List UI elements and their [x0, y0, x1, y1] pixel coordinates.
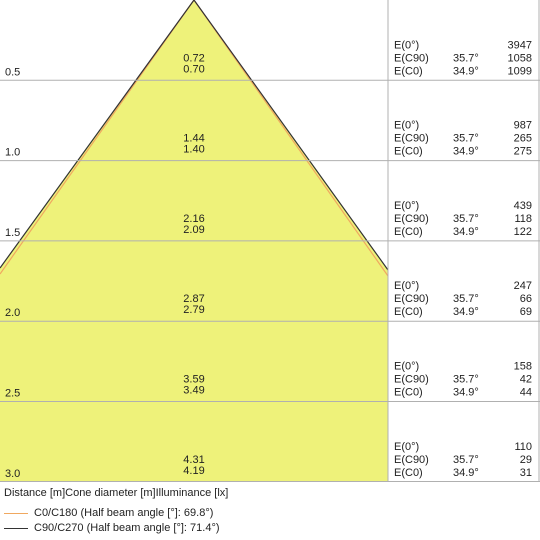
- illuminance-ec0-angle: 34.9°: [453, 387, 479, 399]
- illuminance-e0-value: 110: [514, 441, 532, 453]
- cone-diameter-c90: 3.49: [183, 385, 204, 397]
- axis-caption: Distance [m]Cone diameter [m]Illuminance…: [4, 487, 229, 499]
- illuminance-ec90-angle: 35.7°: [453, 133, 479, 145]
- illuminance-ec0-angle: 34.9°: [453, 467, 479, 479]
- illuminance-ec0-value: 69: [520, 306, 532, 318]
- legend-item-c0-c180: C0/C180 (Half beam angle [°]: 69.8°): [4, 507, 213, 519]
- illuminance-e0-label: E(0°): [394, 361, 419, 373]
- illuminance-e0-label: E(0°): [394, 441, 419, 453]
- distance-row: 1.0 1.441.40 E(0°) 987 E(C90) 35.7° 265 E(C0) 34…: [5, 120, 532, 159]
- legend-line-c0-c180: [4, 512, 28, 514]
- illuminance-ec90-angle: 35.7°: [453, 293, 479, 305]
- illuminance-e0-label: E(0°): [394, 200, 419, 212]
- illuminance-ec90-value: 118: [514, 213, 532, 225]
- distance-label: 1.0: [5, 147, 20, 159]
- illuminance-ec90-label: E(C90): [394, 293, 429, 305]
- legend-item-c90-c270: C90/C270 (Half beam angle [°]: 71.4°): [4, 522, 220, 534]
- illuminance-ec90-angle: 35.7°: [453, 213, 479, 225]
- cone-diameter-c0: 2.87: [183, 293, 204, 305]
- legend-label: C90/C270 (Half beam angle [°]: 71.4°): [34, 522, 220, 534]
- illuminance-ec90-value: 29: [520, 454, 532, 466]
- distance-rows: 0.5 0.720.70 E(0°) 3947 E(C90) 35.7° 1058 E(C0)…: [5, 39, 532, 480]
- illuminance-ec0-angle: 34.9°: [453, 306, 479, 318]
- distance-row: 0.5 0.720.70 E(0°) 3947 E(C90) 35.7° 1058 E(C0)…: [5, 39, 532, 78]
- cone-diameter-c0: 0.72: [183, 52, 204, 64]
- distance-label: 3.0: [5, 468, 20, 480]
- cone-diameter-c90: 0.70: [183, 63, 204, 75]
- illuminance-ec0-angle: 34.9°: [453, 65, 479, 77]
- illuminance-ec90-angle: 35.7°: [453, 52, 479, 64]
- illuminance-ec0-angle: 34.9°: [453, 146, 479, 158]
- illuminance-ec90-value: 265: [514, 133, 532, 145]
- illuminance-ec90-label: E(C90): [394, 133, 429, 145]
- distance-row: 2.0 2.872.79 E(0°) 247 E(C90) 35.7° 66 E(C0) 34.…: [5, 280, 532, 319]
- illuminance-ec90-label: E(C90): [394, 52, 429, 64]
- distance-label: 2.5: [5, 388, 20, 400]
- illuminance-ec90-label: E(C90): [394, 213, 429, 225]
- distance-row: 1.5 2.162.09 E(0°) 439 E(C90) 35.7° 118 E(C0) 34…: [5, 200, 532, 239]
- legend-label: C0/C180 (Half beam angle [°]: 69.8°): [34, 507, 214, 519]
- cone-diameter-c90: 2.79: [183, 304, 204, 316]
- illuminance-ec90-value: 1058: [508, 52, 532, 64]
- beam-edge-c90-c270: [0, 0, 389, 271]
- illuminance-ec0-label: E(C0): [394, 467, 423, 479]
- illuminance-e0-label: E(0°): [394, 39, 419, 51]
- illuminance-ec90-label: E(C90): [394, 454, 429, 466]
- illuminance-ec90-label: E(C90): [394, 374, 429, 386]
- illuminance-ec0-angle: 34.9°: [453, 226, 479, 238]
- illuminance-ec90-value: 42: [520, 374, 532, 386]
- distance-row: 2.5 3.593.49 E(0°) 158 E(C90) 35.7° 42 E(C0) 34.…: [5, 361, 532, 400]
- illuminance-e0-label: E(0°): [394, 280, 419, 292]
- illuminance-e0-value: 439: [514, 200, 532, 212]
- distance-label: 2.0: [5, 307, 20, 319]
- illuminance-e0-value: 987: [514, 120, 532, 132]
- cone-diameter-c0: 4.31: [183, 454, 204, 466]
- illuminance-ec0-label: E(C0): [394, 226, 423, 238]
- cone-diameter-c0: 3.59: [183, 374, 204, 386]
- distance-row: 3.0 4.314.19 E(0°) 110 E(C90) 35.7° 29 E(C0) 34.…: [5, 441, 532, 480]
- illuminance-ec0-label: E(C0): [394, 146, 423, 158]
- cone-diameter-c0: 1.44: [183, 133, 204, 145]
- illuminance-e0-value: 247: [514, 280, 532, 292]
- illuminance-ec90-angle: 35.7°: [453, 374, 479, 386]
- distance-label: 0.5: [5, 66, 20, 78]
- illuminance-ec0-label: E(C0): [394, 387, 423, 399]
- illuminance-ec0-label: E(C0): [394, 306, 423, 318]
- illuminance-ec0-value: 31: [520, 467, 532, 479]
- illuminance-ec0-value: 122: [514, 226, 532, 238]
- cone-diameter-c90: 2.09: [183, 224, 204, 236]
- illuminance-ec0-value: 1099: [508, 65, 532, 77]
- illuminance-e0-value: 3947: [508, 39, 532, 51]
- illuminance-ec0-label: E(C0): [394, 65, 423, 77]
- distance-label: 1.5: [5, 227, 20, 239]
- legend-line-c90-c270: [4, 527, 28, 529]
- illuminance-ec0-value: 275: [514, 146, 532, 158]
- cone-diameter-c90: 4.19: [183, 465, 204, 477]
- illuminance-e0-label: E(0°): [394, 120, 419, 132]
- illuminance-ec0-value: 44: [520, 387, 532, 399]
- cone-diameter-c90: 1.40: [183, 144, 204, 156]
- illuminance-ec90-angle: 35.7°: [453, 454, 479, 466]
- grid-lines: [0, 0, 540, 482]
- beam-cone-diagram: 0.5 0.720.70 E(0°) 3947 E(C90) 35.7° 1058 E(C0)…: [0, 0, 540, 482]
- illuminance-e0-value: 158: [514, 361, 532, 373]
- cone-diameter-c0: 2.16: [183, 213, 204, 225]
- illuminance-ec90-value: 66: [520, 293, 532, 305]
- beam-edge-c0-c180: [0, 0, 389, 277]
